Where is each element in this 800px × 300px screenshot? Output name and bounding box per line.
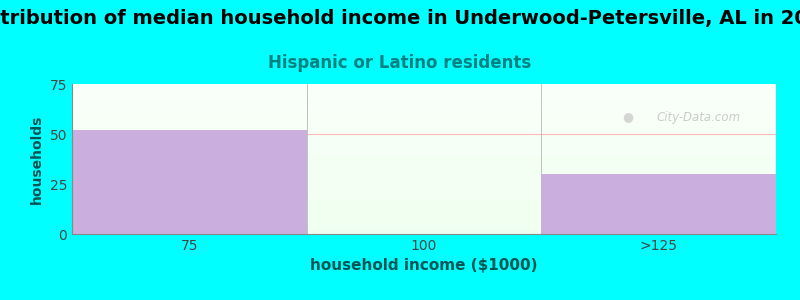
Bar xyxy=(72,130,306,234)
X-axis label: household income ($1000): household income ($1000) xyxy=(310,258,538,273)
Text: Hispanic or Latino residents: Hispanic or Latino residents xyxy=(268,54,532,72)
Text: Distribution of median household income in Underwood-Petersville, AL in 2022: Distribution of median household income … xyxy=(0,9,800,28)
Y-axis label: households: households xyxy=(30,114,44,204)
Text: ●: ● xyxy=(622,110,634,124)
Text: City-Data.com: City-Data.com xyxy=(656,110,741,124)
Bar xyxy=(542,174,776,234)
